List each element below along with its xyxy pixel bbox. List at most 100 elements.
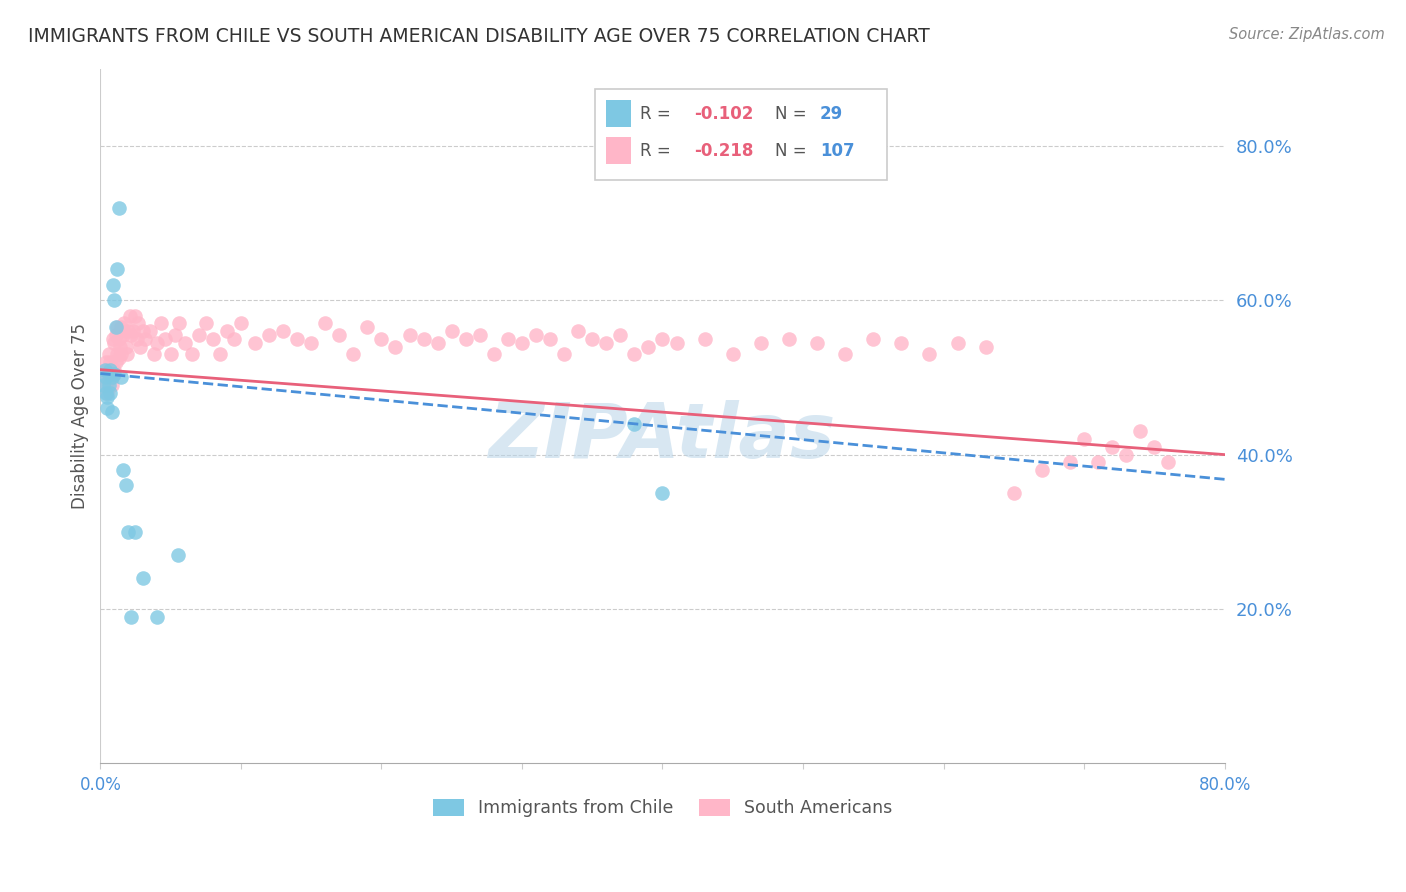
Point (96, 390, 118, 404)
Text: ZIPAtlas: ZIPAtlas (489, 400, 837, 474)
Point (124, 524, 146, 539)
Point (121, 324, 143, 338)
Point (208, 347, 231, 361)
Point (118, 309, 141, 323)
Point (104, 320, 127, 334)
Point (201, 332, 224, 346)
Point (1143, 440, 1166, 454)
Point (98, 362, 121, 376)
Point (806, 335, 828, 350)
Point (222, 332, 245, 346)
Point (215, 324, 238, 338)
Point (96, 385, 118, 400)
Point (91, 378, 114, 392)
Point (1059, 455, 1081, 469)
Point (553, 347, 575, 361)
Point (145, 609, 167, 624)
Point (229, 316, 252, 330)
Point (103, 335, 125, 350)
Point (98, 362, 121, 376)
Point (1129, 425, 1152, 439)
Text: N =: N = (775, 142, 811, 160)
Point (108, 339, 131, 353)
Point (127, 316, 149, 330)
Point (524, 327, 547, 342)
Point (104, 327, 127, 342)
Point (1031, 463, 1053, 477)
Point (167, 316, 190, 330)
Point (581, 332, 603, 346)
Point (134, 332, 156, 346)
Point (426, 335, 449, 350)
Point (974, 339, 997, 353)
Point (159, 347, 181, 361)
Point (96, 362, 118, 376)
Point (131, 571, 153, 585)
Point (100, 370, 122, 384)
Point (103, 367, 125, 381)
Point (1087, 455, 1109, 469)
Point (384, 339, 406, 353)
Point (104, 355, 127, 369)
Point (94, 385, 117, 400)
Point (97, 370, 120, 384)
Point (107, 351, 129, 365)
Point (173, 335, 195, 350)
Point (93, 362, 115, 376)
Point (468, 327, 491, 342)
Point (567, 324, 589, 338)
Point (103, 362, 125, 376)
Point (115, 347, 138, 361)
Point (651, 486, 673, 500)
Point (271, 324, 294, 338)
Point (110, 370, 132, 384)
Point (142, 347, 165, 361)
Text: N =: N = (775, 104, 811, 123)
Point (187, 327, 209, 342)
Point (94, 355, 117, 369)
Point (538, 332, 561, 346)
Point (482, 347, 505, 361)
Point (117, 324, 139, 338)
Point (125, 332, 148, 346)
Point (120, 327, 142, 342)
Point (97, 378, 120, 392)
Point (285, 332, 308, 346)
Point (103, 293, 125, 308)
Point (110, 320, 132, 334)
Point (1073, 432, 1095, 446)
Point (98, 355, 121, 369)
Point (94, 370, 117, 384)
Text: -0.102: -0.102 (695, 104, 754, 123)
Point (778, 332, 800, 346)
Point (114, 339, 136, 353)
Legend: Immigrants from Chile, South Americans: Immigrants from Chile, South Americans (426, 791, 900, 824)
Point (111, 327, 134, 342)
Point (107, 201, 129, 215)
Point (105, 262, 128, 277)
Point (94, 378, 117, 392)
Point (128, 339, 150, 353)
Point (342, 347, 364, 361)
Text: R =: R = (640, 142, 676, 160)
Point (120, 609, 142, 624)
Point (1101, 440, 1123, 454)
Point (1115, 448, 1137, 462)
Point (101, 332, 124, 346)
Point (370, 332, 392, 346)
Point (117, 524, 139, 539)
Text: R =: R = (640, 104, 676, 123)
Point (180, 347, 202, 361)
Point (398, 327, 420, 342)
Point (100, 370, 122, 384)
Point (665, 335, 688, 350)
Point (862, 332, 884, 346)
Text: -0.218: -0.218 (695, 142, 754, 160)
Point (105, 347, 128, 361)
Point (637, 339, 659, 353)
Point (112, 316, 135, 330)
Point (101, 362, 124, 376)
Point (749, 335, 772, 350)
FancyBboxPatch shape (595, 89, 887, 179)
Point (124, 309, 146, 323)
